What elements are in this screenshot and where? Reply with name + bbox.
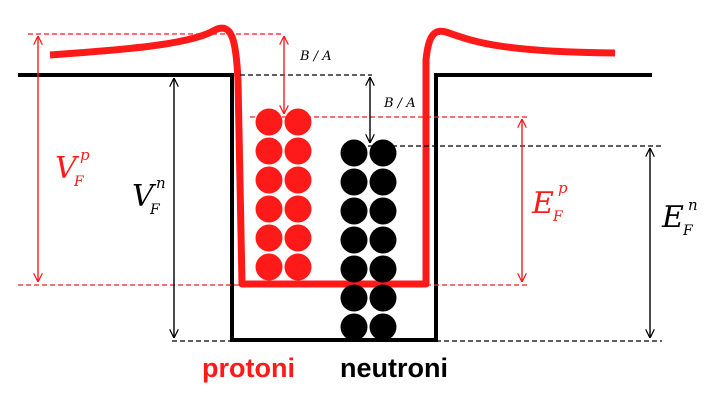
proton-particle	[284, 253, 312, 281]
neutrons-caption: neutroni	[340, 353, 448, 383]
neutron-particle	[369, 197, 397, 225]
proton-particle	[284, 108, 312, 136]
proton-particle	[284, 166, 312, 194]
neutron-particle	[369, 284, 397, 312]
neutron-particle	[369, 255, 397, 283]
neutron-particle	[340, 139, 368, 167]
svg-text:F: F	[73, 174, 85, 190]
neutron-particle	[369, 313, 397, 341]
neutron-particle	[340, 313, 368, 341]
ba-neutron-label: B / A	[383, 96, 416, 111]
svg-text:F: F	[149, 202, 161, 218]
proton-particle	[255, 166, 283, 194]
svg-text:V: V	[55, 151, 80, 186]
neutron-particles	[340, 139, 397, 341]
proton-particle	[284, 224, 312, 252]
svg-text:p: p	[80, 146, 90, 164]
svg-text:n: n	[688, 196, 698, 214]
proton-particles	[255, 108, 312, 281]
neutron-particle	[340, 255, 368, 283]
neutron-particle	[369, 168, 397, 196]
svg-text:p: p	[558, 179, 568, 197]
neutron-particle	[340, 284, 368, 312]
ba-proton-label: B / A	[299, 49, 332, 64]
proton-particle	[255, 195, 283, 223]
svg-text:n: n	[156, 174, 166, 192]
proton-particle	[255, 137, 283, 165]
protons-caption: protoni	[202, 353, 295, 383]
efp-label: E F p	[531, 179, 568, 225]
efn-label: E F n	[661, 196, 698, 239]
proton-particle	[255, 224, 283, 252]
proton-particle	[284, 195, 312, 223]
neutron-particle	[340, 197, 368, 225]
vfn-label: V F n	[132, 174, 166, 218]
neutron-particle	[340, 226, 368, 254]
neutron-particle	[369, 139, 397, 167]
vfp-label: V F p	[55, 146, 90, 190]
neutron-potential-well	[18, 73, 652, 342]
svg-text:F: F	[552, 209, 564, 225]
proton-particle	[284, 137, 312, 165]
proton-particle	[255, 108, 283, 136]
svg-text:E: E	[531, 186, 554, 221]
neutron-particle	[369, 226, 397, 254]
svg-text:E: E	[661, 200, 684, 235]
svg-text:F: F	[682, 223, 694, 239]
proton-potential-well	[49, 24, 616, 288]
proton-particle	[255, 253, 283, 281]
svg-text:V: V	[132, 179, 157, 214]
neutron-particle	[340, 168, 368, 196]
